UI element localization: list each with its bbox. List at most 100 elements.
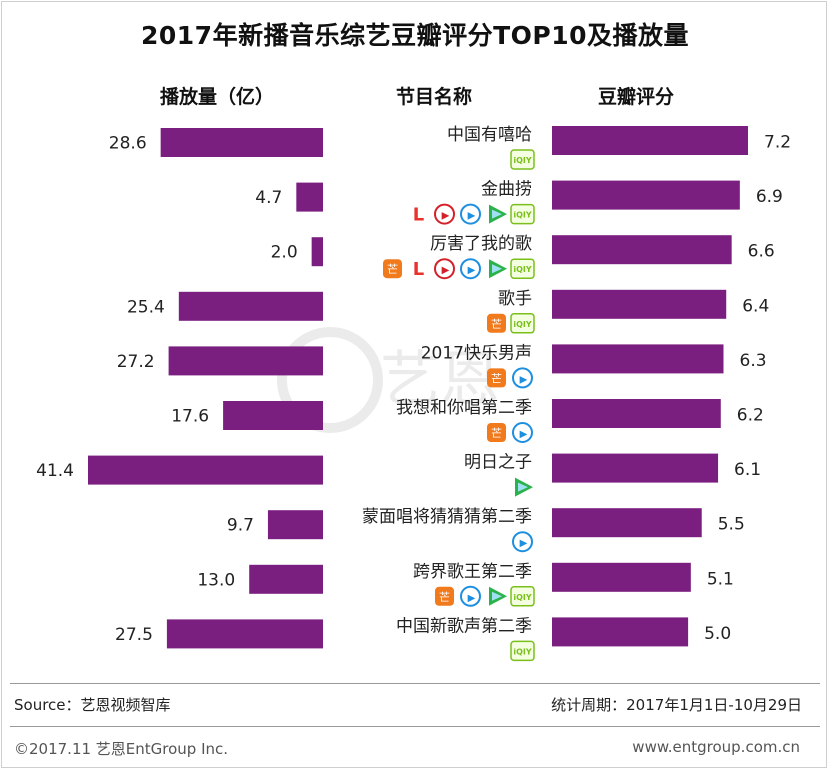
svg-text:芒: 芒	[387, 263, 398, 276]
views-value-label: 41.4	[36, 461, 74, 481]
mango-icon: 芒	[487, 313, 506, 333]
svg-text:L: L	[413, 259, 424, 280]
mango-icon: 芒	[487, 423, 506, 442]
website-link[interactable]: www.entgroup.com.cn	[632, 738, 800, 756]
views-bar	[178, 291, 323, 321]
svg-text:▶: ▶	[520, 374, 528, 385]
youku-icon: ▶	[434, 258, 455, 280]
score-value-label: 6.9	[756, 187, 783, 207]
svg-text:▶: ▶	[520, 538, 528, 549]
score-value-label: 6.2	[737, 406, 764, 426]
pptv-icon	[489, 586, 507, 606]
program-name: 我想和你唱第二季	[396, 398, 532, 418]
tencent-icon: ▶	[512, 422, 533, 443]
views-value-label: 9.7	[227, 516, 254, 536]
chart-canvas: 艺恩 28.6 4.7 2.0 25.4 27.2 17.6 41.4 9.7 13.0 27.5…	[36, 125, 791, 662]
views-bar	[168, 346, 323, 376]
iqiyi-icon: iQIY	[510, 149, 535, 170]
chart-title: 2017年新播音乐综艺豆瓣评分TOP10及播放量	[141, 21, 689, 50]
svg-text:▶: ▶	[468, 211, 476, 222]
program-name: 跨界歌王第二季	[413, 562, 532, 582]
score-bar	[552, 399, 721, 428]
svg-text:芒: 芒	[491, 318, 502, 331]
svg-text:芒: 芒	[491, 372, 502, 385]
svg-text:iQIY: iQIY	[513, 593, 532, 602]
pptv-icon	[489, 259, 507, 279]
svg-text:L: L	[413, 205, 424, 226]
views-value-label: 13.0	[197, 570, 235, 590]
program-name: 蒙面唱将猜猜猜第二季	[362, 507, 532, 527]
footer-divider-bottom	[10, 726, 820, 727]
youku-icon: ▶	[434, 203, 455, 225]
program-name: 金曲捞	[481, 180, 532, 200]
views-value-label: 27.2	[117, 352, 155, 372]
svg-text:iQIY: iQIY	[513, 265, 532, 274]
views-bar	[166, 619, 323, 649]
period-note: 统计周期：2017年1月1日-10月29日	[551, 696, 802, 714]
score-value-label: 7.2	[764, 133, 791, 153]
watermark-text: 艺恩	[380, 345, 500, 415]
score-column-header: 豆瓣评分	[598, 86, 675, 108]
score-bar	[552, 126, 748, 155]
program-name: 歌手	[498, 289, 532, 309]
svg-text:iQIY: iQIY	[513, 156, 532, 165]
score-bar	[552, 453, 719, 483]
name-column-header: 节目名称	[396, 86, 473, 108]
svg-text:▶: ▶	[468, 265, 476, 276]
score-bar	[552, 562, 691, 592]
score-value-label: 6.1	[734, 460, 761, 480]
score-value-label: 6.6	[748, 242, 775, 262]
svg-text:iQIY: iQIY	[513, 211, 532, 220]
iqiyi-icon: iQIY	[510, 586, 535, 607]
program-name: 明日之子	[464, 453, 532, 473]
score-value-label: 6.3	[740, 351, 767, 371]
views-value-label: 28.6	[109, 134, 147, 154]
tencent-icon: ▶	[460, 203, 481, 225]
iqiyi-icon: iQIY	[510, 203, 535, 225]
footer-divider-top	[10, 683, 820, 684]
svg-text:▶: ▶	[442, 265, 450, 276]
svg-text:▶: ▶	[468, 593, 476, 604]
views-bar	[249, 564, 323, 594]
views-bar	[296, 182, 323, 212]
score-bar	[552, 617, 689, 647]
views-bar	[311, 237, 323, 267]
program-name: 2017快乐男声	[421, 343, 532, 363]
views-bar	[160, 128, 323, 157]
views-value-label: 4.7	[255, 188, 282, 208]
views-bar	[267, 510, 323, 540]
score-value-label: 5.1	[707, 569, 734, 589]
mango-icon: 芒	[383, 259, 402, 279]
views-value-label: 2.0	[271, 243, 298, 263]
program-name: 厉害了我的歌	[430, 234, 532, 254]
views-bar	[223, 401, 323, 430]
source-note: Source：艺恩视频智库	[14, 696, 171, 714]
tencent-icon: ▶	[512, 367, 533, 389]
score-bar	[552, 180, 740, 210]
mango-icon: 芒	[435, 586, 454, 606]
pptv-icon	[515, 477, 533, 497]
iqiyi-icon: iQIY	[510, 640, 535, 662]
watermark-logo: 艺恩	[277, 327, 500, 433]
svg-text:▶: ▶	[442, 211, 450, 222]
views-bar	[88, 455, 323, 485]
svg-text:iQIY: iQIY	[513, 647, 532, 656]
iqiyi-icon: iQIY	[510, 313, 535, 334]
tencent-icon: ▶	[512, 531, 533, 553]
program-name: 中国有嘻哈	[447, 125, 532, 145]
score-bar	[552, 344, 724, 374]
views-value-label: 25.4	[127, 297, 165, 317]
score-bar	[552, 235, 732, 265]
svg-text:▶: ▶	[520, 429, 528, 440]
score-value-label: 5.5	[718, 515, 745, 535]
letv-icon: L	[413, 205, 424, 226]
svg-text:iQIY: iQIY	[513, 320, 532, 329]
iqiyi-icon: iQIY	[510, 258, 535, 279]
score-bar	[552, 508, 702, 538]
copyright-note: ©2017.11 艺恩EntGroup Inc.	[14, 740, 229, 758]
tencent-icon: ▶	[460, 585, 481, 607]
score-value-label: 5.0	[704, 624, 731, 644]
views-column-header: 播放量（亿）	[160, 86, 275, 108]
svg-text:芒: 芒	[439, 591, 450, 604]
